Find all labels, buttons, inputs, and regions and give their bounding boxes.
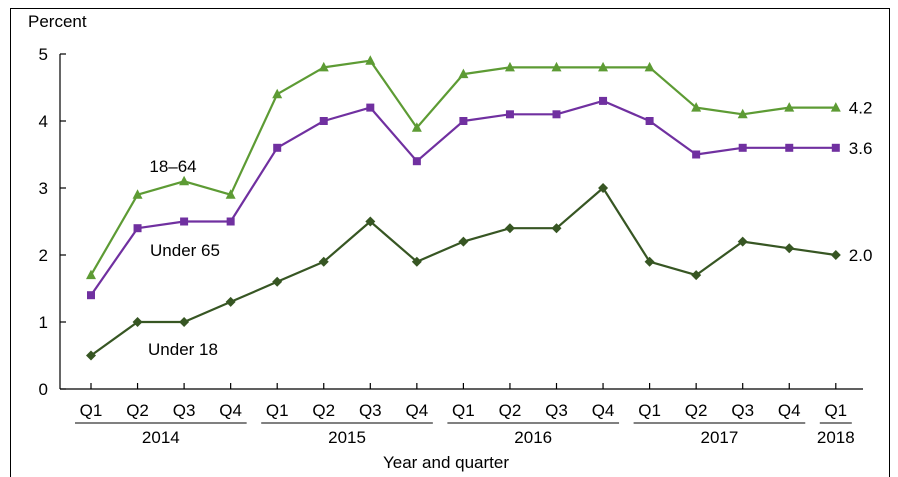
x-tick-label: Q2	[312, 401, 335, 420]
y-axis-label: Percent	[28, 12, 87, 31]
x-tick-label: Q3	[173, 401, 196, 420]
series-end-label: 3.6	[849, 139, 873, 158]
year-group-label: 2015	[328, 428, 366, 447]
data-point-triangle	[225, 189, 236, 199]
y-tick-label: 3	[39, 179, 48, 198]
data-point-triangle	[411, 122, 422, 132]
year-group-label: 2018	[817, 428, 855, 447]
data-point-triangle	[179, 175, 190, 186]
data-point-square	[738, 143, 747, 152]
data-point-square	[319, 117, 328, 125]
series-line	[90, 99, 836, 296]
data-point-square	[785, 143, 794, 152]
year-groups: 2014 2015 2016 2017 2018	[75, 422, 855, 447]
series-name-label: 18–64	[149, 157, 196, 176]
data-point-diamond	[644, 256, 655, 267]
data-point-triangle	[784, 102, 795, 112]
data-point-triangle	[458, 68, 469, 79]
data-point-triangle	[86, 269, 96, 280]
series-end-label: 4.2	[849, 99, 873, 118]
data-point-diamond	[179, 317, 190, 327]
data-point-diamond	[272, 276, 283, 287]
data-point-square	[505, 110, 514, 119]
x-tick-label: Q1	[638, 401, 661, 420]
series-layer	[86, 55, 841, 361]
series-end-label: 2.0	[849, 246, 873, 265]
year-group-label: 2017	[701, 428, 739, 447]
data-point-diamond	[691, 270, 702, 281]
data-point-square	[552, 110, 561, 119]
data-point-square	[366, 103, 375, 112]
data-point-diamond	[365, 216, 376, 227]
data-point-square	[459, 117, 468, 125]
x-tick-label: Q3	[545, 401, 568, 420]
x-tick-label: Q2	[126, 401, 149, 420]
x-axis-label: Year and quarter	[383, 453, 509, 472]
data-point-diamond	[784, 243, 795, 254]
data-point-triangle	[737, 108, 748, 119]
data-point-diamond	[504, 223, 515, 234]
data-point-triangle	[551, 61, 562, 72]
data-point-triangle	[132, 189, 143, 199]
x-tick-label: Q4	[778, 401, 801, 420]
y-tick-label: 5	[39, 45, 48, 64]
x-tick-label: Q1	[266, 401, 289, 420]
data-point-triangle	[272, 88, 283, 99]
series-line	[90, 186, 836, 357]
series-labels: 18–64 4.2 Under 65 3.6 Under 18 2.0	[148, 99, 872, 359]
data-point-square	[599, 96, 608, 105]
data-point-square	[87, 291, 95, 300]
series-name-label: Under 18	[148, 340, 218, 359]
x-tick-label: Q4	[592, 401, 615, 420]
x-tick-label: Q2	[685, 401, 708, 420]
year-group-label: 2016	[514, 428, 552, 447]
y-tick-label: 0	[39, 380, 48, 399]
data-point-triangle	[318, 61, 329, 72]
data-point-diamond	[225, 296, 236, 307]
x-tick-label: Q3	[731, 401, 754, 420]
data-point-diamond	[551, 223, 562, 234]
data-point-triangle	[598, 61, 609, 72]
data-point-triangle	[830, 102, 841, 112]
x-tick-label: Q2	[499, 401, 522, 420]
data-point-triangle	[644, 61, 655, 72]
x-ticks: Q1 Q2 Q3 Q4 Q1 Q2 Q3 Q4 Q1 Q2 Q3 Q4 Q1 Q2 Q3 Q4 Q1	[80, 383, 847, 420]
y-tick-label: 1	[39, 313, 48, 332]
data-point-square	[226, 217, 235, 226]
data-point-triangle	[365, 55, 376, 65]
data-point-triangle	[691, 102, 702, 112]
y-tick-label: 4	[39, 112, 48, 131]
year-group-label: 2014	[142, 428, 180, 447]
data-point-diamond	[86, 350, 96, 361]
data-point-diamond	[458, 236, 469, 247]
data-point-diamond	[318, 256, 329, 267]
data-point-square	[412, 157, 421, 166]
data-point-square	[180, 217, 189, 226]
y-tick-label: 2	[39, 246, 48, 265]
data-point-triangle	[504, 61, 515, 72]
data-point-square	[133, 224, 142, 233]
data-point-diamond	[737, 236, 748, 247]
x-tick-label: Q4	[219, 401, 242, 420]
x-tick-label: Q3	[359, 401, 382, 420]
x-tick-label: Q1	[452, 401, 475, 420]
data-point-square	[273, 143, 282, 152]
x-tick-label: Q1	[824, 401, 847, 420]
y-ticks: 0 1 2 3 4 5	[39, 45, 66, 399]
data-point-diamond	[132, 317, 143, 327]
series-name-label: Under 65	[150, 241, 220, 260]
x-tick-label: Q4	[406, 401, 429, 420]
x-tick-label: Q1	[80, 401, 103, 420]
data-point-square	[645, 117, 654, 125]
axes	[59, 54, 863, 390]
data-point-square	[831, 143, 840, 152]
data-point-diamond	[830, 250, 841, 260]
data-point-diamond	[411, 256, 422, 267]
data-point-square	[692, 150, 701, 159]
data-point-diamond	[598, 183, 609, 193]
